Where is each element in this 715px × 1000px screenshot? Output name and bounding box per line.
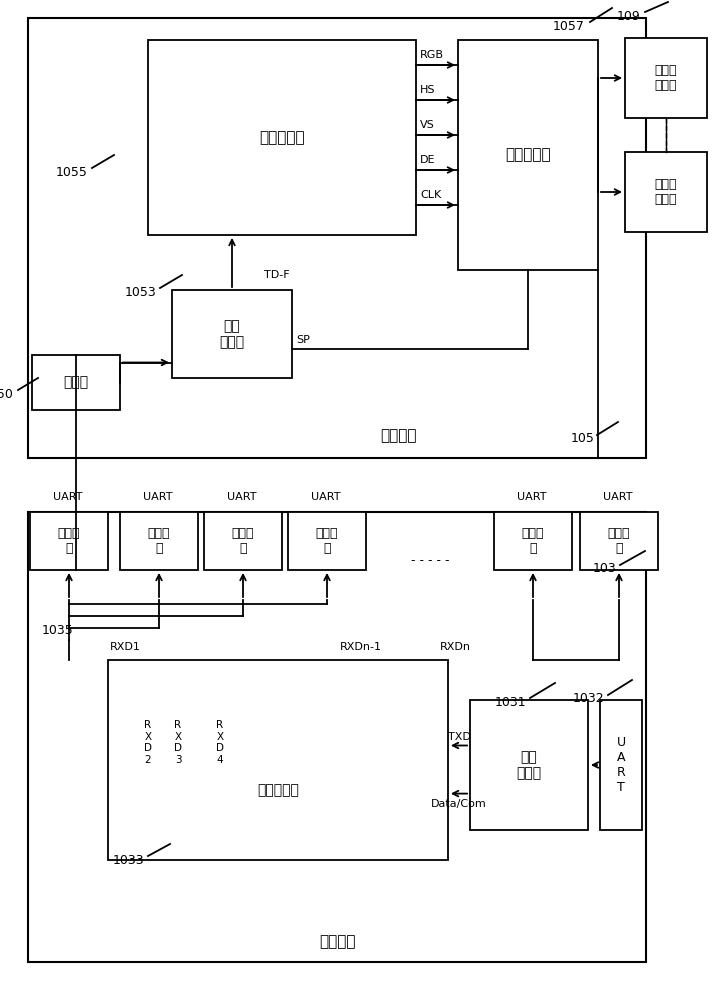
Text: R
X
D
3: R X D 3 — [174, 720, 182, 765]
Text: HS: HS — [420, 85, 435, 95]
Bar — [28, 512, 646, 962]
Bar — [148, 40, 416, 235]
Text: 液晶显
示模组: 液晶显 示模组 — [655, 64, 677, 92]
Text: DE: DE — [420, 155, 435, 165]
Text: UART: UART — [603, 492, 633, 502]
Bar — [458, 40, 598, 270]
Text: 1055: 1055 — [56, 165, 88, 178]
Text: UART: UART — [517, 492, 547, 502]
Text: UART: UART — [227, 492, 257, 502]
Bar — [108, 660, 448, 860]
Text: 输出接
口: 输出接 口 — [148, 527, 170, 555]
Text: 1032: 1032 — [573, 692, 604, 706]
Text: R
X
D
4: R X D 4 — [216, 720, 224, 765]
Bar — [625, 38, 707, 118]
Bar — [30, 512, 108, 570]
Text: Data/Com: Data/Com — [431, 799, 487, 809]
Text: SP: SP — [296, 335, 310, 345]
Text: R
X
D
2: R X D 2 — [144, 720, 152, 765]
Bar — [494, 512, 572, 570]
Text: U
A
R
T: U A R T — [616, 736, 626, 794]
Text: 第三
控制器: 第三 控制器 — [220, 319, 245, 349]
Text: 103: 103 — [592, 562, 616, 576]
Text: 主控制板: 主控制板 — [319, 934, 355, 950]
Text: RXD1: RXD1 — [110, 642, 141, 652]
Text: 1050: 1050 — [0, 387, 14, 400]
Text: UART: UART — [53, 492, 83, 502]
Bar — [120, 512, 198, 570]
Text: 1035: 1035 — [42, 624, 74, 637]
Text: 1053: 1053 — [124, 286, 156, 298]
Bar — [600, 700, 642, 830]
Bar — [470, 700, 588, 830]
Text: 液晶显
示模组: 液晶显 示模组 — [655, 178, 677, 206]
Text: 1031: 1031 — [494, 696, 526, 708]
Text: 第四控制器: 第四控制器 — [259, 130, 305, 145]
Text: 105: 105 — [571, 432, 595, 444]
Text: 第一
控制器: 第一 控制器 — [516, 750, 541, 780]
Bar — [172, 290, 292, 378]
Bar — [28, 18, 646, 458]
Text: 输出接
口: 输出接 口 — [232, 527, 255, 555]
Text: UART: UART — [311, 492, 341, 502]
Text: 输出接
口: 输出接 口 — [608, 527, 630, 555]
Text: RGB: RGB — [420, 50, 444, 60]
Text: 输出接
口: 输出接 口 — [316, 527, 338, 555]
Text: 输出接
口: 输出接 口 — [58, 527, 80, 555]
Text: 输出接
口: 输出接 口 — [522, 527, 544, 555]
Text: 子控制板: 子控制板 — [380, 428, 417, 444]
Bar — [288, 512, 366, 570]
Text: - - - - -: - - - - - — [410, 554, 449, 566]
Text: VS: VS — [420, 120, 435, 130]
Text: TXD: TXD — [448, 732, 470, 742]
Text: 109: 109 — [616, 9, 640, 22]
Bar — [580, 512, 658, 570]
Bar — [32, 355, 120, 410]
Text: 第二控制器: 第二控制器 — [257, 783, 299, 797]
Text: 1057: 1057 — [553, 19, 585, 32]
Text: CLK: CLK — [420, 190, 441, 200]
Text: TD-F: TD-F — [265, 270, 290, 280]
Text: RXDn: RXDn — [440, 642, 471, 652]
Bar — [204, 512, 282, 570]
Text: 信号转换器: 信号转换器 — [506, 147, 551, 162]
Text: 输入口: 输入口 — [64, 375, 89, 389]
Bar — [625, 152, 707, 232]
Text: RXDn-1: RXDn-1 — [340, 642, 382, 652]
Text: 1033: 1033 — [112, 854, 144, 866]
Text: UART: UART — [143, 492, 173, 502]
